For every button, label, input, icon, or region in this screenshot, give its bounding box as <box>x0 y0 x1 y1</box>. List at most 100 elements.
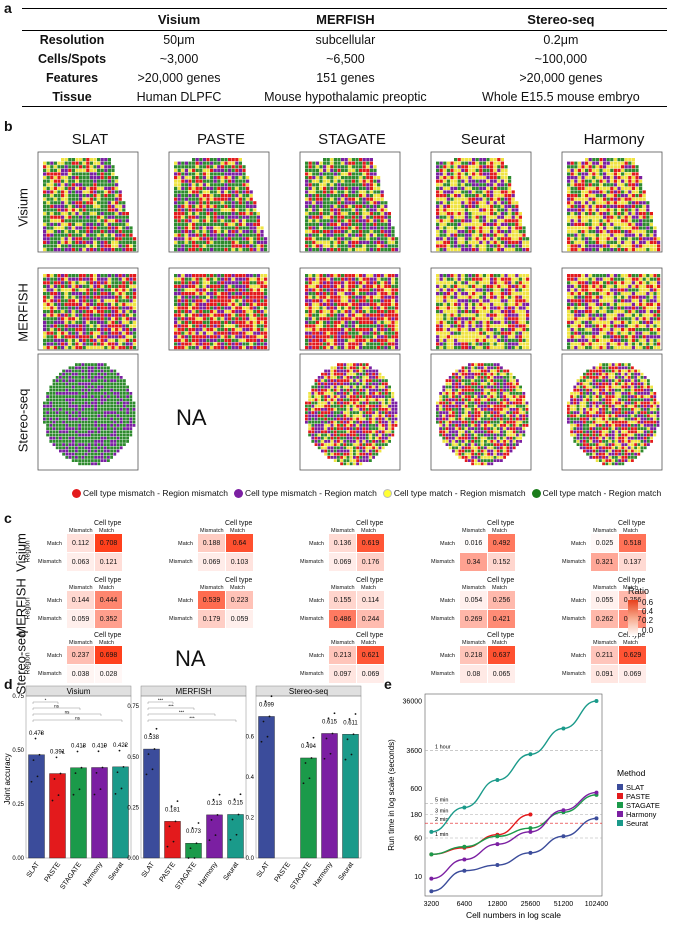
spatial-dot <box>195 328 199 332</box>
spatial-dot <box>464 313 468 317</box>
spatial-dot <box>515 288 519 292</box>
spatial-dot <box>312 165 316 169</box>
spatial-dot <box>497 320 501 324</box>
spatial-dot <box>188 197 192 201</box>
spatial-dot <box>500 222 504 226</box>
spatial-dot <box>61 190 65 194</box>
spatial-dot <box>333 277 337 281</box>
spatial-dot <box>508 233 512 237</box>
spatial-dot <box>497 215 501 219</box>
spatial-dot <box>256 328 260 332</box>
spatial-dot <box>129 233 133 237</box>
spatial-dot <box>446 274 450 278</box>
spatial-dot <box>326 313 330 317</box>
spatial-dot <box>497 310 501 314</box>
spatial-dot <box>188 204 192 208</box>
spatial-dot <box>181 204 185 208</box>
spatial-dot <box>53 328 57 332</box>
spatial-dot <box>75 165 79 169</box>
spatial-dot <box>115 226 119 230</box>
spatial-dot <box>500 281 504 285</box>
spatial-dot <box>235 320 239 324</box>
spatial-dot <box>482 306 486 310</box>
spatial-dot <box>235 222 239 226</box>
spatial-dot <box>337 201 341 205</box>
spatial-dot <box>199 320 203 324</box>
spatial-dot <box>308 313 312 317</box>
spatial-dot <box>195 324 199 328</box>
spatial-dot <box>574 179 578 183</box>
spatial-dot <box>217 299 221 303</box>
spatial-dot <box>115 179 119 183</box>
spatial-dot <box>82 295 86 299</box>
spatial-dot <box>256 317 260 321</box>
spatial-dot <box>125 313 129 317</box>
spatial-dot <box>199 281 203 285</box>
spatial-dot <box>100 158 104 162</box>
spatial-dot <box>617 158 621 162</box>
spatial-dot <box>82 197 86 201</box>
spatial-dot <box>308 165 312 169</box>
spatial-dot <box>326 324 330 328</box>
spatial-dot <box>213 281 217 285</box>
spatial-dot <box>472 310 476 314</box>
spatial-dot <box>217 168 221 172</box>
spatial-dot <box>581 165 585 169</box>
spatial-dot <box>504 230 508 234</box>
spatial-dot <box>260 346 264 350</box>
spatial-dot <box>457 215 461 219</box>
spatial-dot <box>581 222 585 226</box>
spatial-dot <box>68 176 72 180</box>
spatial-dot <box>177 331 181 335</box>
spatial-dot <box>184 324 188 328</box>
spatial-dot <box>61 233 65 237</box>
spatial-dot <box>344 230 348 234</box>
spatial-dot <box>373 168 377 172</box>
spatial-dot <box>242 226 246 230</box>
spatial-dot <box>260 338 264 342</box>
spatial-dot <box>308 186 312 190</box>
spatial-dot <box>515 219 519 223</box>
spatial-dot <box>174 204 178 208</box>
spatial-dot <box>242 194 246 198</box>
spatial-dot <box>610 194 614 198</box>
spatial-dot <box>359 317 363 321</box>
spatial-dot <box>373 331 377 335</box>
spatial-dot <box>475 219 479 223</box>
spatial-dot <box>493 219 497 223</box>
spatial-dot <box>504 219 508 223</box>
spatial-dot <box>202 342 206 346</box>
spatial-dot <box>337 194 341 198</box>
spatial-dot <box>439 212 443 216</box>
spatial-dot <box>493 240 497 244</box>
spatial-dot <box>443 320 447 324</box>
spatial-dot <box>366 208 370 212</box>
spatial-dot <box>461 161 465 165</box>
spatial-dot <box>238 172 242 176</box>
spatial-dot <box>362 215 366 219</box>
spatial-dot <box>217 226 221 230</box>
spatial-dot <box>384 274 388 278</box>
spatial-dot <box>75 158 79 162</box>
spatial-dot <box>355 313 359 317</box>
spatial-dot <box>231 215 235 219</box>
spatial-dot <box>89 302 93 306</box>
spatial-dot <box>46 230 50 234</box>
spatial-dot <box>57 186 61 190</box>
spatial-dot <box>493 194 497 198</box>
spatial-dot <box>436 320 440 324</box>
spatial-dot <box>224 342 228 346</box>
spatial-dot <box>333 237 337 241</box>
spatial-dot <box>567 161 571 165</box>
spatial-dot <box>202 168 206 172</box>
spatial-dot <box>122 204 126 208</box>
spatial-dot <box>107 277 111 281</box>
spatial-dot <box>508 310 512 314</box>
spatial-dot <box>482 233 486 237</box>
spatial-dot <box>628 179 632 183</box>
spatial-dot <box>387 215 391 219</box>
spatial-dot <box>199 335 203 339</box>
spatial-dot <box>97 222 101 226</box>
spatial-dot <box>443 281 447 285</box>
spatial-dot <box>82 161 86 165</box>
